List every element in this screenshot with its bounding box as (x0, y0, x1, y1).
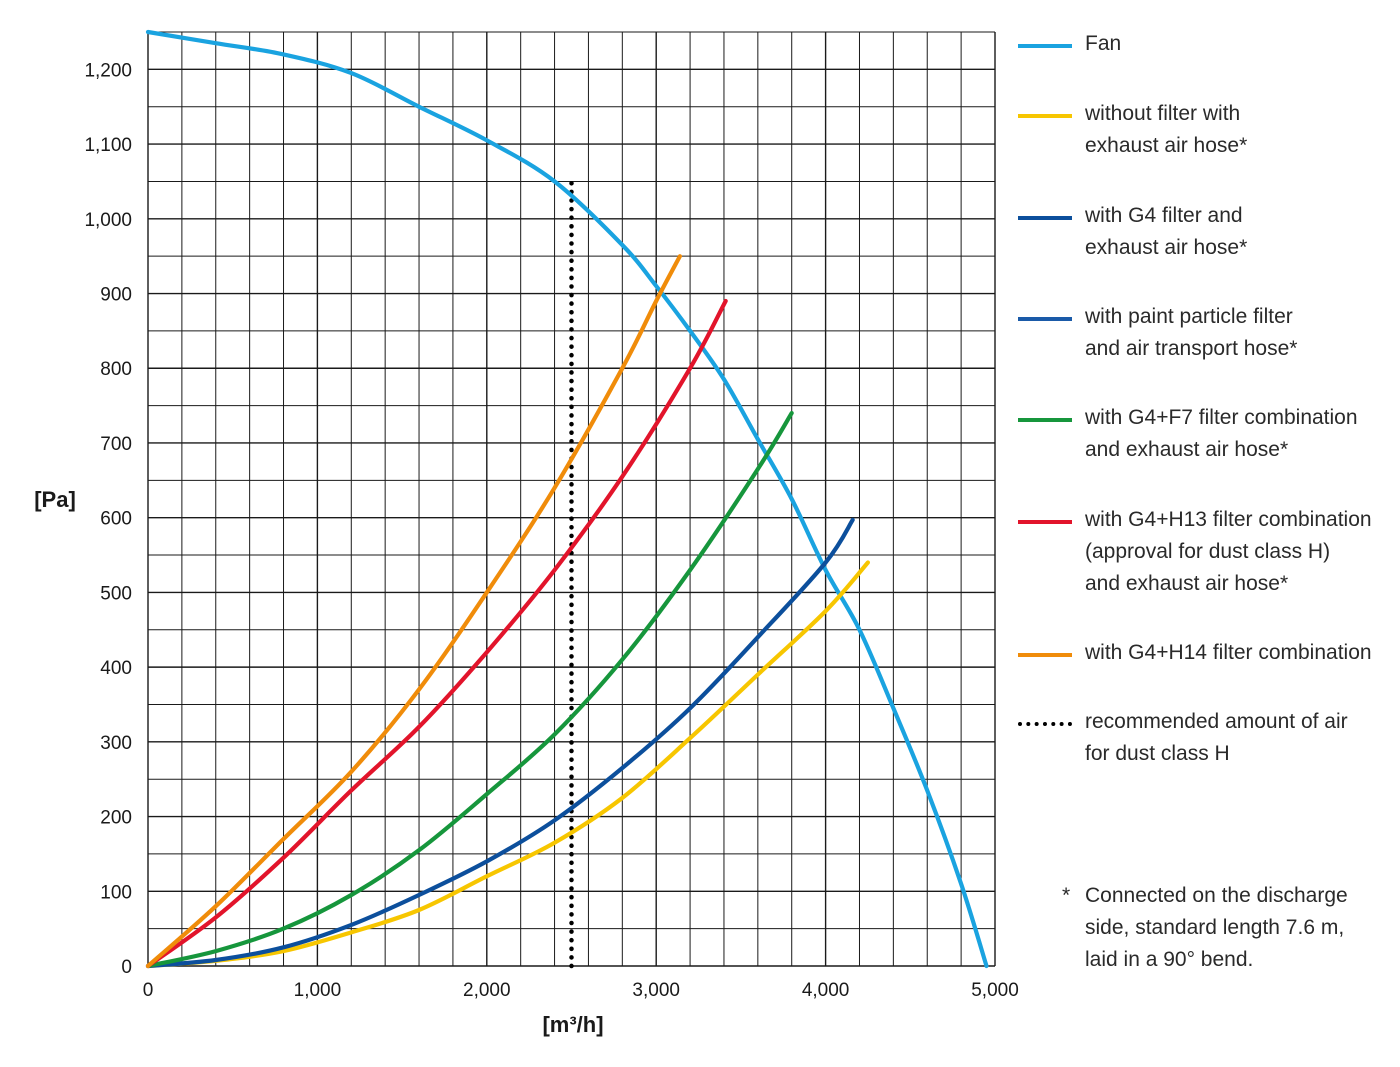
x-tick-label: 2,000 (463, 980, 511, 1001)
y-tick-label: 900 (100, 285, 132, 306)
y-tick-label: 1,000 (84, 210, 132, 231)
grid-minor-lines (148, 31, 995, 966)
y-tick-label: 500 (100, 583, 132, 604)
series-line-0 (145, 29, 989, 969)
legend-swatch (1018, 722, 1072, 726)
x-axis-title: [m³/h] (542, 1012, 603, 1037)
grid-major-lines (147, 32, 996, 967)
y-tick-label: 300 (100, 733, 132, 754)
legend-label: with G4 filter and exhaust air hose* (1085, 204, 1248, 259)
legend-label: with G4+H14 filter combination (1085, 641, 1372, 664)
legend-label: with G4+F7 filter combination and exhaus… (1085, 406, 1358, 461)
y-tick-label: 1,200 (84, 60, 132, 81)
series-line-2 (145, 517, 855, 969)
x-tick-label: 3,000 (632, 980, 680, 1001)
legend-swatch (1018, 653, 1072, 657)
footnote-asterisk: * (1062, 884, 1071, 907)
footnote-text: Connected on the discharge side, standar… (1085, 884, 1348, 971)
series-line-1 (145, 560, 870, 969)
x-tick-label: 1,000 (294, 980, 342, 1001)
y-axis-title: [Pa] (34, 487, 76, 512)
legend-label: without filter with exhaust air hose* (1085, 102, 1248, 157)
legend-label: with paint particle filter and air trans… (1085, 305, 1298, 360)
series-line-6 (145, 254, 682, 969)
legend-label: Fan (1085, 32, 1122, 55)
legend-swatch (1018, 317, 1072, 321)
legend-label: recommended amount of air for dust class… (1085, 710, 1348, 765)
y-tick-label: 800 (100, 359, 132, 380)
legend-label: with G4+H13 filter combination (approval… (1085, 508, 1372, 595)
y-tick-label: 100 (100, 882, 132, 903)
y-tick-label: 0 (121, 957, 132, 978)
y-axis-tick-labels: 0 100 200 300 400 500 600 700 800 900 1,000 1,100 1,… (84, 60, 132, 978)
legend-swatch (1018, 114, 1072, 118)
y-tick-label: 600 (100, 509, 132, 530)
legend-swatch (1018, 44, 1072, 48)
series-line-4 (145, 411, 794, 969)
x-tick-label: 5,000 (971, 980, 1019, 1001)
x-axis-tick-labels: 0 1,000 2,000 3,000 4,000 5,000 (143, 980, 1019, 1001)
y-tick-label: 1,100 (84, 135, 132, 156)
y-tick-label: 200 (100, 808, 132, 829)
y-tick-label: 400 (100, 658, 132, 679)
legend-swatch (1018, 216, 1072, 220)
x-tick-label: 0 (143, 980, 154, 1001)
x-tick-label: 4,000 (802, 980, 850, 1001)
legend-swatch (1018, 418, 1072, 422)
series-line-5 (145, 298, 728, 969)
legend-swatch (1018, 520, 1072, 524)
series-lines (145, 29, 989, 969)
y-tick-label: 700 (100, 434, 132, 455)
